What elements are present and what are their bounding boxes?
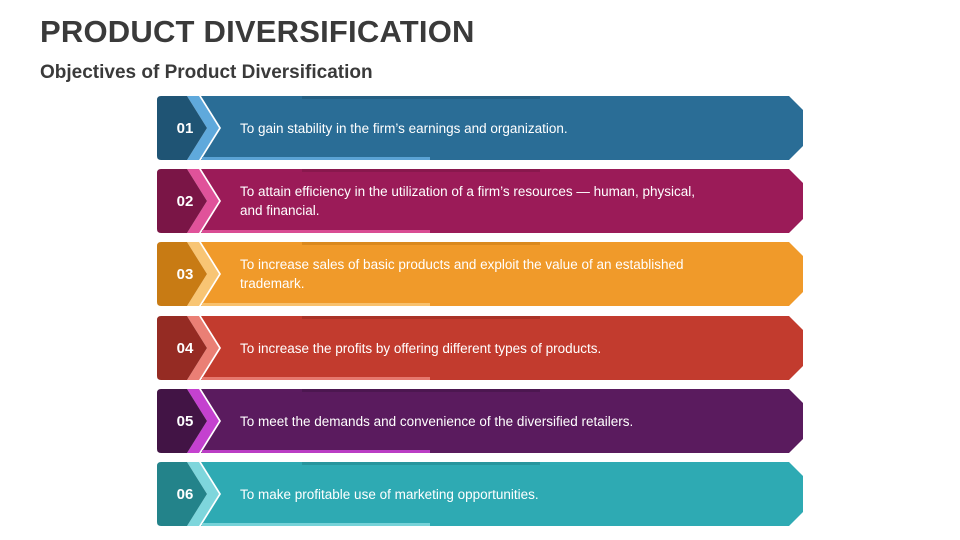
objective-text: To increase sales of basic products and … xyxy=(240,257,684,291)
banner-shape xyxy=(157,96,803,160)
objective-row: 04 To increase the profits by offering di… xyxy=(157,316,803,380)
page-subtitle: Objectives of Product Diversification xyxy=(40,62,373,83)
objective-row: 01 To gain stability in the firm’s earnin… xyxy=(157,96,803,160)
banner-body xyxy=(201,389,803,453)
banner-top-notch xyxy=(302,316,540,319)
objective-text: To make profitable use of marketing oppo… xyxy=(240,486,539,502)
banner-body xyxy=(201,462,803,526)
chevron-accent xyxy=(187,462,219,526)
banner-body xyxy=(201,316,803,380)
banner-shape xyxy=(157,316,803,380)
objective-number: 06 xyxy=(176,485,194,503)
objective-number: 01 xyxy=(176,119,194,137)
banner-top-notch xyxy=(302,96,540,99)
chevron-accent xyxy=(187,96,219,160)
objective-row: 03 To increase sales of basic products an… xyxy=(157,242,803,306)
chevron-accent xyxy=(187,389,219,453)
objective-number: 03 xyxy=(176,265,194,283)
objective-text: To gain stability in the firm’s earnings… xyxy=(240,120,568,136)
banner-bottom-notch xyxy=(202,523,430,526)
number-tab xyxy=(157,96,207,160)
banner-top-notch xyxy=(302,462,540,465)
objective-text: To meet the demands and convenience of t… xyxy=(240,413,634,429)
objective-text: To attain efficiency in the utilization … xyxy=(240,184,695,218)
banner-top-notch xyxy=(302,389,540,392)
banner-bottom-notch xyxy=(202,303,430,306)
number-tab xyxy=(157,389,207,453)
banner-bottom-notch xyxy=(202,157,430,160)
number-tab xyxy=(157,242,207,306)
number-tab xyxy=(157,462,207,526)
objective-row: 06 To make profitable use of marketing op… xyxy=(157,462,803,526)
banner-top-notch xyxy=(302,169,540,172)
objective-number: 05 xyxy=(176,412,194,430)
banner-body xyxy=(201,96,803,160)
banner-bottom-notch xyxy=(202,450,430,453)
number-tab xyxy=(157,169,207,233)
number-tab xyxy=(157,316,207,380)
banner-bottom-notch xyxy=(202,377,430,380)
chevron-accent xyxy=(187,316,219,380)
banner-shape xyxy=(157,169,803,233)
chevron-accent xyxy=(187,169,219,233)
page-title: PRODUCT DIVERSIFICATION xyxy=(40,14,475,49)
objective-text: To increase the profits by offering diff… xyxy=(240,340,602,356)
banner-shape xyxy=(157,462,803,526)
banner-body xyxy=(201,242,803,306)
objective-number: 04 xyxy=(176,339,194,357)
banner-shape xyxy=(157,389,803,453)
banner-body xyxy=(201,169,803,233)
banner-top-notch xyxy=(302,242,540,245)
chevron-accent xyxy=(187,242,219,306)
objective-row: 05 To meet the demands and convenience of… xyxy=(157,389,803,453)
banner-shape xyxy=(157,242,803,306)
objective-number: 02 xyxy=(176,192,194,210)
banner-bottom-notch xyxy=(202,230,430,233)
objective-row: 02 To attain efficiency in the utilizatio… xyxy=(157,169,803,233)
